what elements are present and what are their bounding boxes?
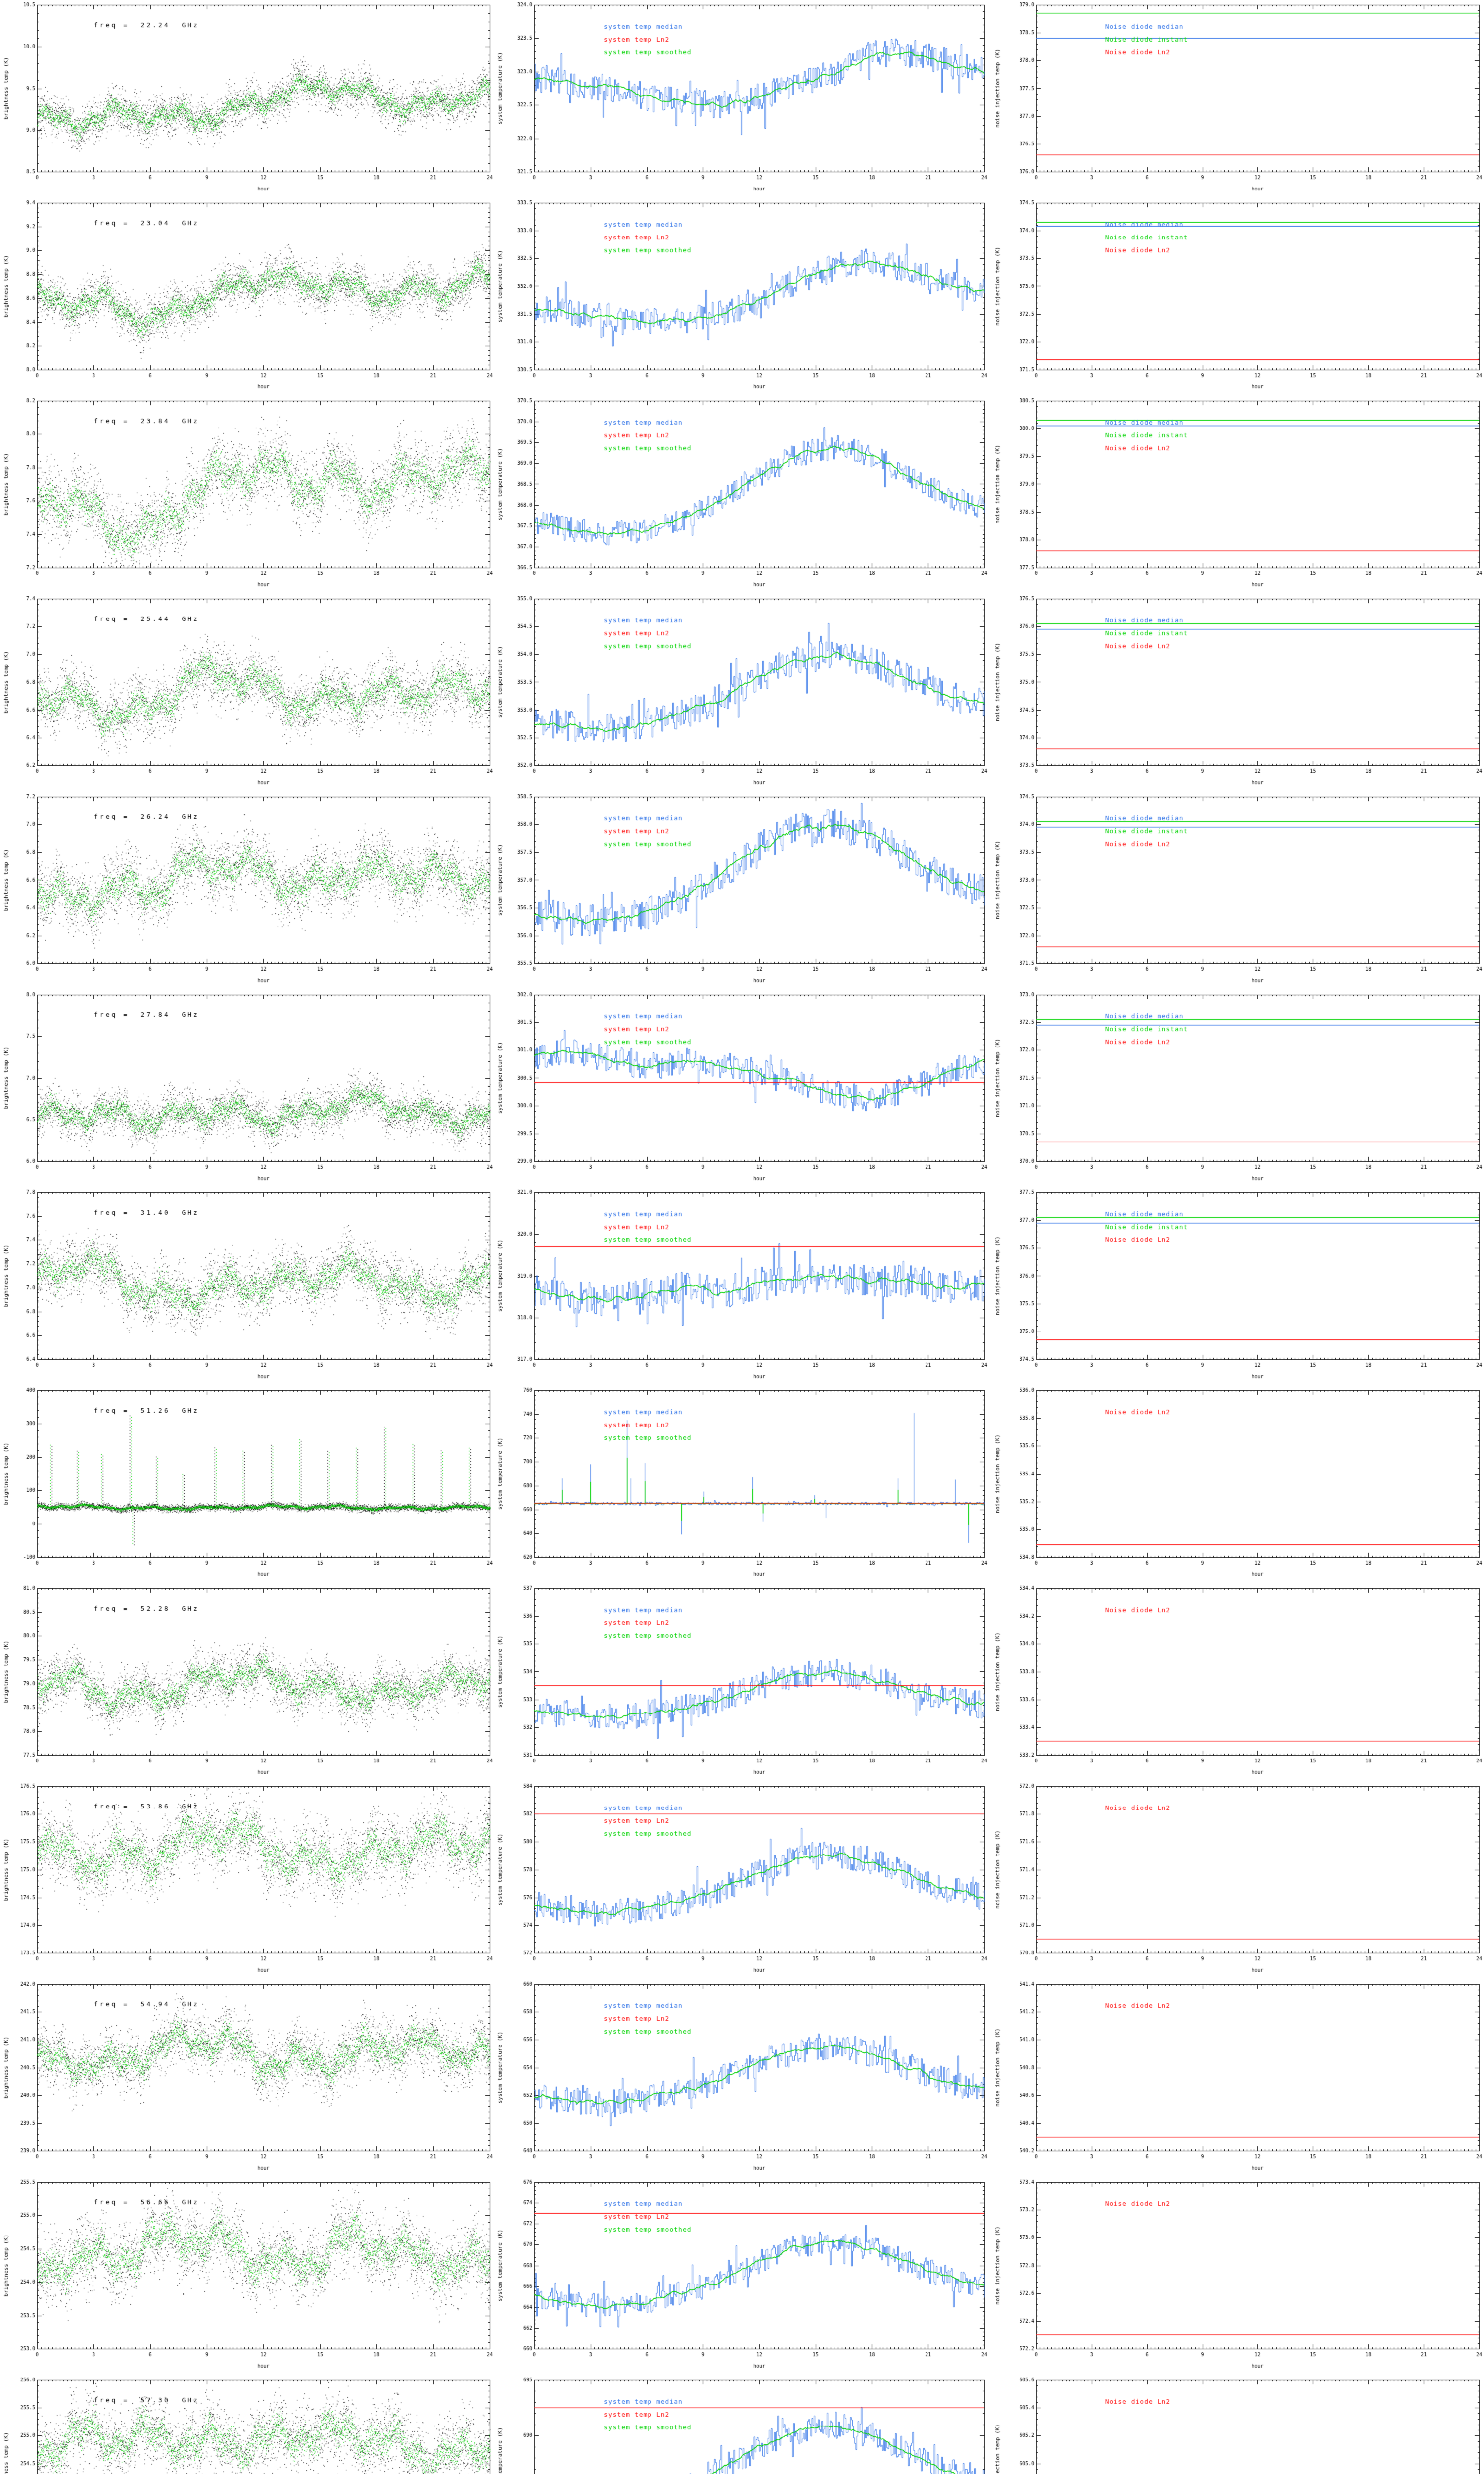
brightness-temp-plot-57.30GHz	[0, 2375, 495, 2474]
brightness-temp-plot-56.66GHz	[0, 2177, 495, 2375]
plot-row-27.84GHz	[0, 990, 1484, 1188]
brightness-temp-plot-25.44GHz	[0, 594, 495, 792]
brightness-temp-plot-26.24GHz	[0, 792, 495, 990]
system-temp-plot-56.66GHz	[495, 2177, 989, 2375]
system-temp-plot-25.44GHz	[495, 594, 989, 792]
plot-row-25.44GHz	[0, 594, 1484, 792]
plot-row-26.24GHz	[0, 792, 1484, 990]
plot-row-54.94GHz	[0, 1979, 1484, 2177]
noise-diode-plot-57.30GHz	[989, 2375, 1484, 2474]
brightness-temp-plot-22.24GHz	[0, 0, 495, 198]
noise-diode-plot-27.84GHz	[989, 990, 1484, 1188]
system-temp-plot-23.04GHz	[495, 198, 989, 396]
noise-diode-plot-31.40GHz	[989, 1188, 1484, 1385]
noise-diode-plot-23.04GHz	[989, 198, 1484, 396]
brightness-temp-plot-27.84GHz	[0, 990, 495, 1188]
plot-row-23.04GHz	[0, 198, 1484, 396]
noise-diode-plot-56.66GHz	[989, 2177, 1484, 2375]
system-temp-plot-31.40GHz	[495, 1188, 989, 1385]
noise-diode-plot-25.44GHz	[989, 594, 1484, 792]
system-temp-plot-53.86GHz	[495, 1781, 989, 1979]
noise-diode-plot-22.24GHz	[989, 0, 1484, 198]
system-temp-plot-52.28GHz	[495, 1583, 989, 1781]
noise-diode-plot-51.26GHz	[989, 1385, 1484, 1583]
brightness-temp-plot-53.86GHz	[0, 1781, 495, 1979]
system-temp-plot-26.24GHz	[495, 792, 989, 990]
system-temp-plot-27.84GHz	[495, 990, 989, 1188]
plot-row-31.40GHz	[0, 1188, 1484, 1385]
plot-row-51.26GHz	[0, 1385, 1484, 1583]
system-temp-plot-23.84GHz	[495, 396, 989, 594]
brightness-temp-plot-52.28GHz	[0, 1583, 495, 1781]
system-temp-plot-54.94GHz	[495, 1979, 989, 2177]
noise-diode-plot-53.86GHz	[989, 1781, 1484, 1979]
brightness-temp-plot-23.84GHz	[0, 396, 495, 594]
plot-row-22.24GHz	[0, 0, 1484, 198]
noise-diode-plot-23.84GHz	[989, 396, 1484, 594]
brightness-temp-plot-23.04GHz	[0, 198, 495, 396]
system-temp-plot-57.30GHz	[495, 2375, 989, 2474]
plot-row-52.28GHz	[0, 1583, 1484, 1781]
plot-row-53.86GHz	[0, 1781, 1484, 1979]
brightness-temp-plot-51.26GHz	[0, 1385, 495, 1583]
plot-row-23.84GHz	[0, 396, 1484, 594]
system-temp-plot-22.24GHz	[495, 0, 989, 198]
brightness-temp-plot-54.94GHz	[0, 1979, 495, 2177]
plot-row-57.30GHz	[0, 2375, 1484, 2474]
noise-diode-plot-26.24GHz	[989, 792, 1484, 990]
brightness-temp-plot-31.40GHz	[0, 1188, 495, 1385]
noise-diode-plot-54.94GHz	[989, 1979, 1484, 2177]
system-temp-plot-51.26GHz	[495, 1385, 989, 1583]
plot-row-56.66GHz	[0, 2177, 1484, 2375]
noise-diode-plot-52.28GHz	[989, 1583, 1484, 1781]
